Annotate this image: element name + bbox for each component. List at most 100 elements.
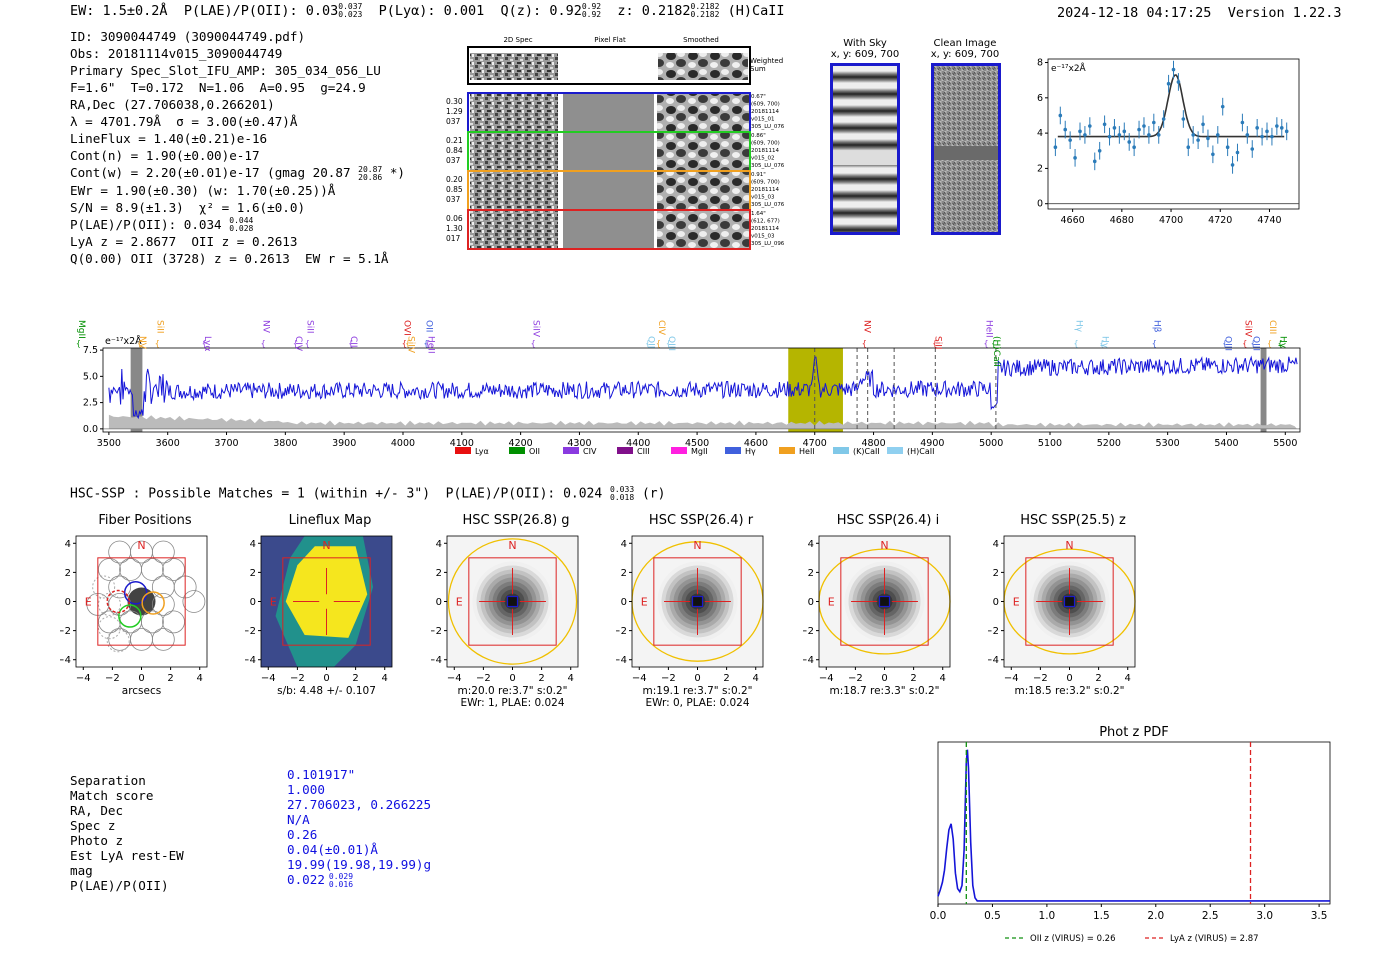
cutout-left-label: 0.21 — [446, 136, 463, 145]
clean-image — [931, 63, 1001, 235]
ytick-label: −2 — [245, 626, 256, 637]
legend-label: (H)CaII — [907, 447, 934, 456]
fiber-circle — [141, 558, 164, 581]
emission-line-bracket: { — [293, 339, 298, 348]
fiber-blue — [123, 581, 148, 605]
cutout-left-label: 0.85 — [446, 185, 463, 194]
ytick-label: 2 — [250, 568, 256, 579]
full-xtick-label: 4100 — [450, 438, 474, 449]
header-z-tag: (H)CaII — [727, 3, 785, 19]
pdf-xtick-label: 0.0 — [930, 910, 947, 922]
zoom-xtick-label: 4680 — [1110, 215, 1134, 226]
detection-info: ID: 3090044749 (3090044749.pdf) Obs: 201… — [70, 28, 405, 267]
zoom-ytick-label: 4 — [1037, 128, 1043, 139]
ytick-label: 0 — [808, 597, 814, 608]
xtick-label: 0 — [694, 673, 700, 684]
timestamp-version: 2024-12-18 04:17:25 Version 1.22.3 — [1057, 5, 1342, 21]
xtick-label: 0 — [323, 673, 329, 684]
emission-line-bracket: { — [402, 339, 407, 348]
emission-line-bracket: { — [1242, 339, 1247, 348]
east-label: E — [1013, 596, 1020, 609]
pdf-xtick-label: 1.0 — [1039, 910, 1056, 922]
ytick-label: 0 — [250, 597, 256, 608]
xtick-label: 0 — [881, 673, 887, 684]
east-label: E — [456, 596, 463, 609]
info-sn: S/N = 8.9(±1.3) χ² = 1.6(±0.0) — [70, 199, 306, 215]
emission-line-marker: Lyα — [202, 336, 212, 352]
legend-label: OII — [529, 447, 540, 456]
zoom-data-point — [1255, 126, 1259, 130]
zoom-data-point — [1122, 129, 1127, 134]
emission-line-bracket: { — [1152, 339, 1157, 348]
emission-line-bracket: { — [155, 339, 160, 348]
info-primary: Primary Spec_Slot_IFU_AMP: 305_034_056_L… — [70, 63, 381, 78]
emission-line-bracket: { — [305, 339, 310, 348]
zoom-data-point — [1073, 156, 1077, 160]
zoom-ytick-label: 0 — [1037, 199, 1043, 210]
cutout-right-label: 20181114 — [751, 148, 779, 154]
emission-line-marker: (H)CaII — [991, 336, 1001, 367]
cutout-left-label: 1.30 — [446, 224, 463, 233]
weighted-2d — [470, 53, 558, 80]
header-plya: P(Lyα): 0.001 — [378, 3, 485, 19]
cutout-smooth — [657, 94, 749, 131]
xtick-label: −4 — [819, 673, 834, 684]
zoom-data-point — [1117, 133, 1122, 137]
version-label: Version 1.22.3 — [1227, 5, 1342, 21]
info-contn: Cont(n) = 1.90(±0.00)e-17 — [70, 148, 260, 163]
weighted-smooth — [658, 53, 748, 80]
cutout-smooth — [657, 172, 749, 209]
ytick-label: 4 — [436, 539, 442, 550]
emission-line-bracket: { — [1073, 339, 1078, 348]
legend-swatch — [455, 447, 471, 454]
cutout-2d — [470, 94, 558, 131]
zoom-data-point — [1112, 126, 1117, 130]
cutout-right-label: v015_01 — [751, 117, 775, 123]
emission-line-marker: CIII — [1267, 320, 1277, 334]
emission-line-marker: HeII — [983, 320, 993, 338]
emission-line-marker: MgII — [76, 320, 86, 339]
full-ytick-label: 5.0 — [83, 371, 98, 382]
pdf-xtick-label: 3.0 — [1256, 910, 1273, 922]
zoom-data-point — [1275, 124, 1279, 128]
xtick-label: 4 — [1125, 673, 1131, 684]
emission-line-marker: Hγ — [1099, 336, 1109, 349]
zoom-data-point — [1083, 133, 1087, 137]
info-contw: Cont(w) = 2.20(±0.01)e-17 (gmag 20.87 20… — [70, 164, 405, 182]
zoom-data-point — [1078, 129, 1082, 134]
match-label: Est LyA rest-EW — [70, 848, 184, 863]
cutout-right-label: 0.86" — [751, 133, 766, 139]
hsc-center-box — [878, 595, 891, 608]
clean-image-title: Clean Image x, y: 609, 700 — [930, 38, 1000, 60]
hsc-panel-title: Fiber Positions — [98, 513, 192, 528]
match-label: P(LAE)/P(OII) — [70, 878, 169, 893]
zoom-data-point — [1088, 124, 1092, 128]
emission-line-bracket: { — [991, 339, 996, 348]
search-box — [653, 557, 742, 646]
pdf-xtick-label: 3.5 — [1311, 910, 1328, 922]
full-ytick-label: 7.5 — [83, 345, 98, 356]
zoom-data-point — [1161, 117, 1166, 121]
xtick-label: 4 — [753, 673, 759, 684]
weighted-sum-label: Weighted — [750, 57, 783, 65]
col-2d-label: 2D Spec — [503, 36, 532, 44]
cutout-right-label: v015_03 — [751, 195, 775, 201]
pdf-xtick-label: 2.5 — [1202, 910, 1219, 922]
ytick-label: 4 — [808, 539, 814, 550]
emission-line-bracket: { — [1099, 339, 1104, 348]
xtick-label: 2 — [910, 673, 916, 684]
summary-header: EW: 1.5±0.2Å P(LAE)/P(OII): 0.03 0.037 0.0… — [70, 2, 785, 20]
hsc-panel: Fiber Positions N E 4 2 0 −2 −4 −4 −2 0 2 4 arcsecs — [60, 512, 230, 724]
full-xtick-label: 5400 — [1214, 438, 1238, 449]
hsc-panel: Lineflux Map N E 4 2 0 −2 −4 −4 −2 0 2 4 s/b: 4.48 +/… — [245, 512, 415, 724]
legend-label: Hγ — [745, 447, 756, 456]
info-radec: RA,Dec (27.706038,0.266201) — [70, 97, 275, 112]
cutout-left-label: 0.20 — [446, 175, 463, 184]
emission-line-marker: SiIV — [531, 320, 541, 338]
spectrum-line — [108, 355, 1298, 420]
cutout-right-label: 305_LU_076 — [751, 202, 785, 208]
zoom-data-point — [1215, 133, 1220, 137]
cutout-left-label: 1.29 — [446, 107, 463, 116]
fiber-circle — [182, 590, 206, 613]
emission-line-bracket: { — [1278, 339, 1283, 348]
